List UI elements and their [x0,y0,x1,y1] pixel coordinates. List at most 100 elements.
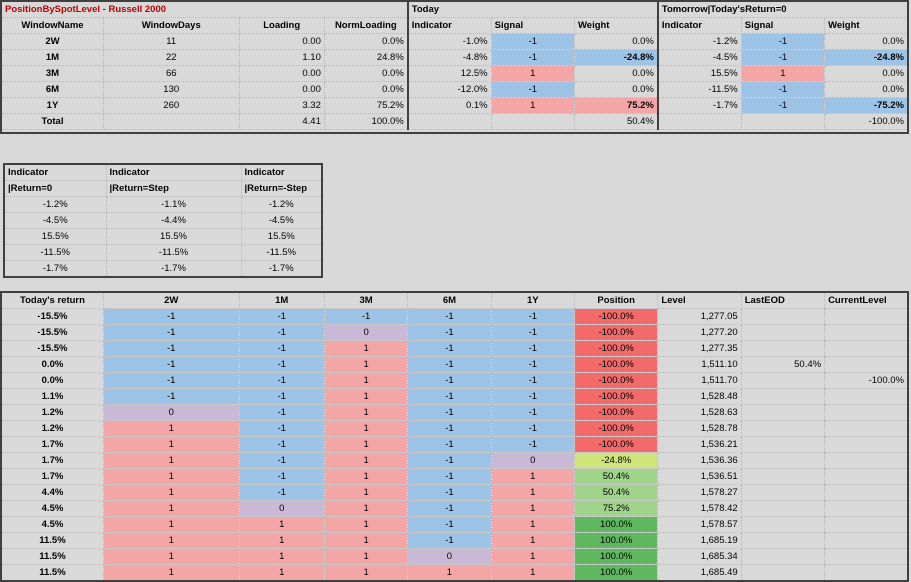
column-header: Position [574,292,659,309]
todays-return: -15.5% [1,308,104,325]
level-cell: 1,578.27 [657,484,742,501]
todays-return: 4.5% [1,516,104,533]
position-cell: -24.8% [574,452,659,469]
level-cell: 1,685.49 [657,564,742,582]
signal-cell: -1 [407,372,492,389]
todays-return: 1.7% [1,436,104,453]
last-eod-cell [741,404,826,421]
todays-return: 0.0% [1,356,104,373]
mini-cell: 15.5% [3,228,107,245]
signal-cell: -1 [103,308,240,325]
signal-cell: -1 [407,468,492,485]
tomorrow-weight: -24.8% [824,49,909,66]
last-eod-cell: 50.4% [741,356,826,373]
last-eod-cell [741,468,826,485]
last-eod-cell [741,548,826,565]
total-row: Total 4.41 100.0% 50.4% -100.0% [1,113,909,130]
column-header: Weight [574,17,659,34]
signal-cell: -1 [491,404,575,421]
table-row: 1.2% 0 -1 1 -1 -1 -100.0% 1,528.63 [1,404,909,421]
level-cell: 1,578.57 [657,516,742,533]
weight: -24.8% [574,49,659,66]
todays-return: 11.5% [1,548,104,565]
signal-cell: -1 [407,436,492,453]
window-name: 3M [1,65,104,82]
tomorrow-indicator: -1.2% [657,33,742,50]
mini-header-sub: |Return=0 [3,180,107,197]
indicator-scenario-table: Indicator Indicator Indicator |Return=0 |Re… [3,163,323,278]
signal-cell: 1 [491,500,575,517]
level-cell: 1,685.34 [657,548,742,565]
last-eod-cell [741,436,826,453]
level-cell: 1,511.70 [657,372,742,389]
signal-cell: 1 [103,564,240,582]
mini-header: Indicator [240,163,323,181]
table-row: 6M 130 0.00 0.0% -12.0% -1 0.0% -11.5% -1 0.0% [1,81,909,98]
table-row: 1M 22 1.10 24.8% -4.8% -1 -24.8% -4.5% -1 -24.8% [1,49,909,66]
todays-return: 1.7% [1,452,104,469]
signal-cell: 1 [324,388,409,405]
current-level-cell [824,484,909,501]
total-label: Total [1,113,104,130]
signal-cell: 1 [324,516,409,533]
weight: 0.0% [574,65,659,82]
empty-cell [407,113,492,130]
today-label: Today [407,1,659,18]
current-level-cell [824,308,909,325]
column-header: Signal [491,17,575,34]
signal-cell: 1 [103,436,240,453]
level-cell: 1,277.20 [657,324,742,341]
signal-cell: 1 [239,516,325,533]
signal-cell: -1 [239,468,325,485]
table-row: 1.2% 1 -1 1 -1 -1 -100.0% 1,528.78 [1,420,909,437]
last-eod-cell [741,452,826,469]
table-row: 15.5% 15.5% 15.5% [3,228,323,245]
signal-cell: -1 [324,308,409,325]
todays-return: 1.1% [1,388,104,405]
table-row: 11.5% 1 1 1 1 1 100.0% 1,685.49 [1,564,909,582]
table-row: -15.5% -1 -1 0 -1 -1 -100.0% 1,277.20 [1,324,909,341]
signal-cell: 1 [324,404,409,421]
tomorrow-indicator: 15.5% [657,65,742,82]
table-row: 1.1% -1 -1 1 -1 -1 -100.0% 1,528.48 [1,388,909,405]
table-row: -15.5% -1 -1 -1 -1 -1 -100.0% 1,277.05 [1,308,909,325]
signal-cell: -1 [491,356,575,373]
position-cell: 50.4% [574,468,659,485]
level-cell: 1,685.19 [657,532,742,549]
tomorrow-indicator: -11.5% [657,81,742,98]
norm-loading: 0.0% [324,81,409,98]
current-level-cell [824,436,909,453]
signal-cell: -1 [239,356,325,373]
mini-cell: -1.7% [3,260,107,278]
table-row: -1.2% -1.1% -1.2% [3,196,323,213]
total-norm: 100.0% [324,113,409,130]
mini-cell: -1.7% [105,260,242,278]
level-cell: 1,277.35 [657,340,742,357]
table-row: 1Y 260 3.32 75.2% 0.1% 1 75.2% -1.7% -1 -75.2% [1,97,909,114]
current-level-cell [824,452,909,469]
todays-return: 11.5% [1,564,104,582]
signal-cell: 1 [103,484,240,501]
signal-cell: -1 [491,324,575,341]
position-cell: -100.0% [574,324,659,341]
signal-cell: 1 [324,468,409,485]
indicator: 12.5% [407,65,492,82]
spacer-row [1,129,908,134]
table-row: 1.7% 1 -1 1 -1 1 50.4% 1,536.51 [1,468,909,485]
position-cell: -100.0% [574,420,659,437]
last-eod-cell [741,564,826,582]
current-level-cell [824,420,909,437]
signal-cell: -1 [407,356,492,373]
norm-loading: 0.0% [324,65,409,82]
table-row: 1.7% 1 -1 1 -1 -1 -100.0% 1,536.21 [1,436,909,453]
tomorrow-label: Tomorrow|Today'sReturn=0 [657,1,909,18]
window-days: 130 [103,81,240,98]
signal-cell: -1 [407,532,492,549]
signal-cell: 1 [103,420,240,437]
signal-cell: 1 [103,468,240,485]
position-cell: -100.0% [574,308,659,325]
current-level-cell [824,516,909,533]
current-level-cell: -100.0% [824,372,909,389]
current-level-cell [824,532,909,549]
